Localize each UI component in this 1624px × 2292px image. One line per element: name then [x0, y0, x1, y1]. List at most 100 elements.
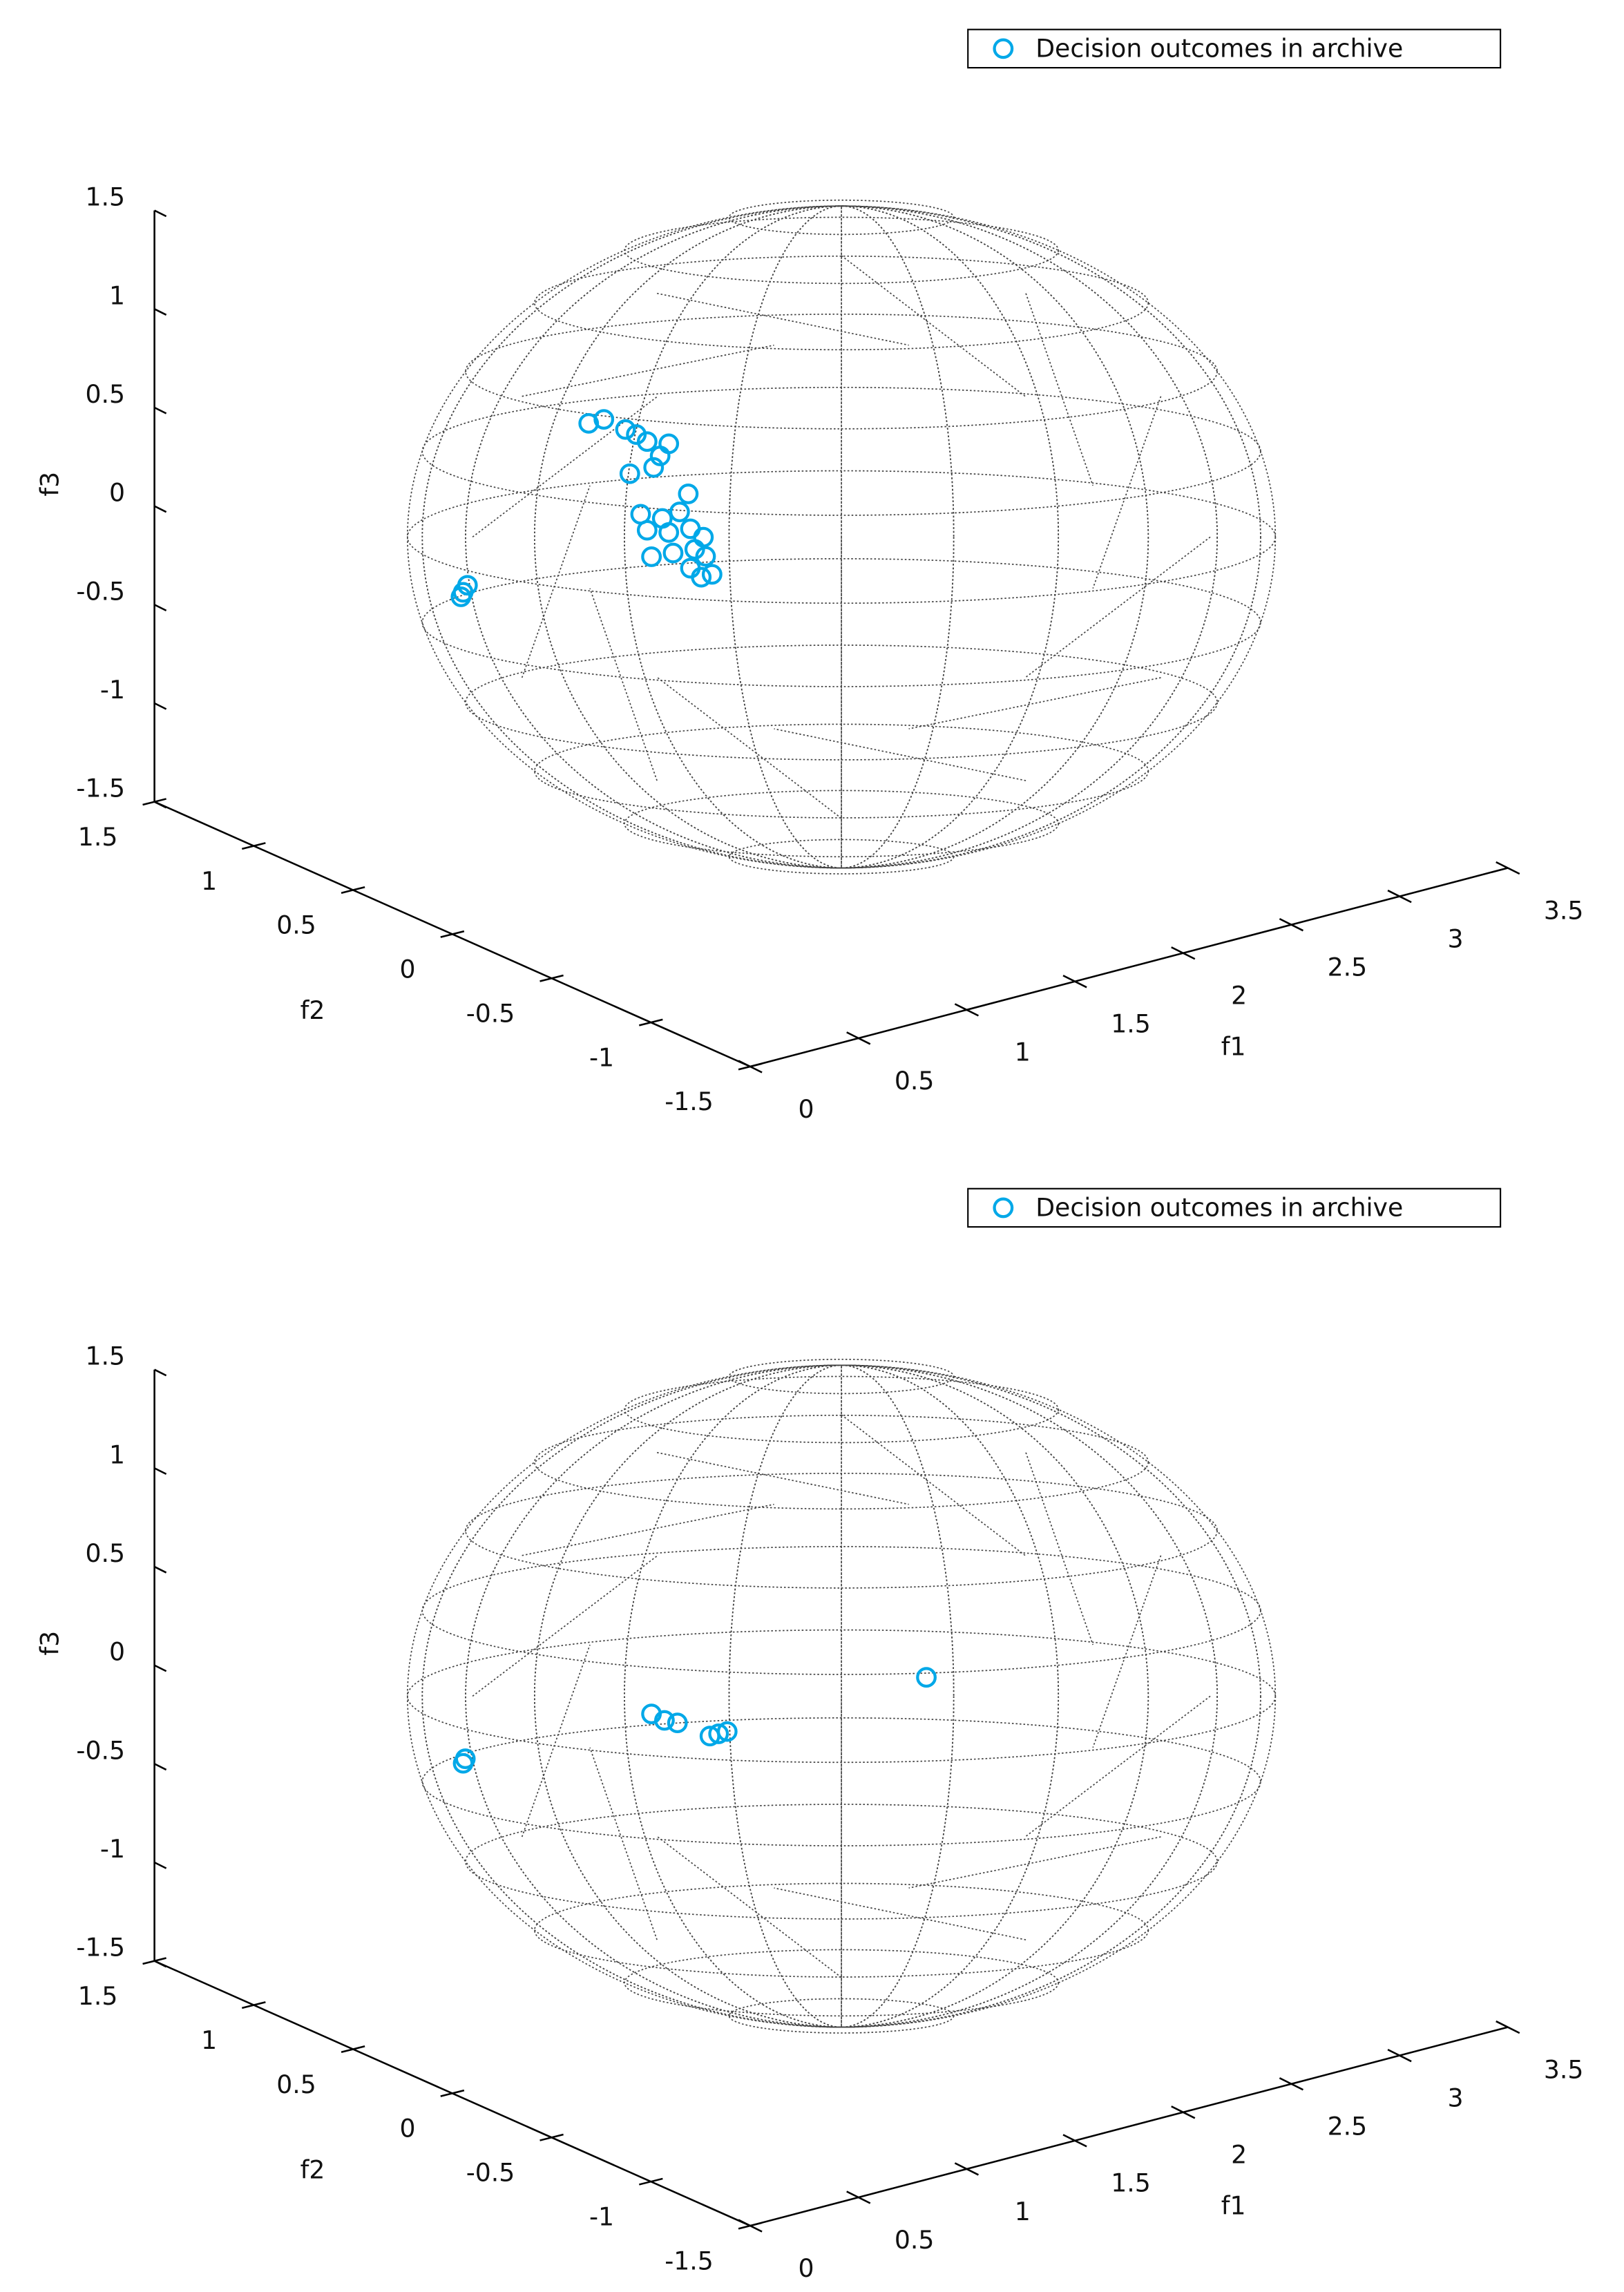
x-axis-label: f1	[1221, 1031, 1246, 1061]
surface-mesh	[1025, 1695, 1211, 1837]
z-tick	[154, 1861, 167, 1869]
data-point	[658, 522, 680, 543]
x-tick-label: 1	[1015, 2197, 1031, 2226]
surface-parallel	[624, 216, 1060, 285]
data-point	[716, 1721, 738, 1742]
data-point	[684, 539, 705, 560]
z-tick	[154, 702, 167, 710]
x-tick-label: 2	[1231, 2140, 1247, 2170]
y-tick	[341, 886, 365, 894]
x-tick	[954, 2162, 980, 2176]
surface-mesh	[656, 1451, 909, 1505]
x-tick-label: 3	[1448, 924, 1464, 953]
x-tick	[1171, 946, 1196, 960]
x-tick-label: 0	[798, 2253, 814, 2283]
y-tick	[241, 2001, 266, 2009]
surface-mesh	[656, 292, 909, 346]
chart-panel: -1.5 -1 -0.5 0 0.5 1 1.5 -1.5 -1 -0.5 0 0.5 1 1.5 0 0.5…	[35, 1187, 1584, 2283]
surface-parallel	[728, 1358, 955, 1395]
surface-mesh	[774, 1887, 1026, 1940]
x-tick-label: 0.5	[895, 1066, 935, 1096]
z-tick	[154, 209, 167, 218]
y-tick	[142, 798, 166, 806]
x-axis	[749, 867, 1509, 1068]
surface-mesh	[472, 1555, 658, 1697]
z-tick-label: 0.5	[85, 1538, 125, 1568]
surface-meridian	[421, 1364, 1261, 2028]
z-tick	[154, 308, 167, 316]
legend-marker	[993, 38, 1014, 59]
x-tick-label: 3.5	[1544, 895, 1584, 925]
z-tick	[154, 505, 167, 513]
x-tick-label: 3	[1448, 2083, 1464, 2113]
x-tick	[738, 1060, 763, 1073]
surface-parallel	[421, 557, 1261, 687]
legend-marker	[993, 1197, 1014, 1219]
surface-parallel	[728, 839, 955, 875]
surface-mesh	[1025, 1452, 1093, 1645]
y-tick-label: 1	[201, 2025, 217, 2055]
surface-mesh	[1092, 396, 1162, 589]
data-point	[626, 424, 647, 445]
y-tick-label: -1.5	[665, 2246, 714, 2275]
z-tick	[154, 1960, 167, 1968]
y-tick	[440, 2089, 465, 2097]
z-tick	[154, 1664, 167, 1672]
chart-panel: -1.5 -1 -0.5 0 0.5 1 1.5 -1.5 -1 -0.5 0 0.5 1 1.5 0 0.5…	[35, 28, 1584, 1124]
surface-parallel	[465, 1473, 1218, 1589]
x-tick-label: 1	[1015, 1038, 1031, 1067]
surface-mesh	[1025, 536, 1211, 678]
surface-meridian	[465, 1364, 1218, 2028]
x-tick	[1279, 2077, 1304, 2091]
x-tick-label: 2.5	[1328, 953, 1368, 982]
surface-mesh	[472, 396, 658, 538]
surface-meridian	[728, 205, 955, 869]
legend-box	[967, 1187, 1502, 1228]
z-tick-label: -0.5	[76, 576, 125, 606]
surface-mesh	[657, 1836, 842, 1978]
x-tick-label: 3.5	[1544, 2054, 1584, 2084]
data-point	[691, 566, 712, 588]
data-point	[708, 1723, 729, 1744]
legend-label: Decision outcomes in archive	[1035, 34, 1403, 64]
y-tick-label: 1	[201, 866, 217, 896]
x-tick	[738, 2219, 763, 2233]
y-tick	[539, 2133, 564, 2141]
y-tick-label: 0	[400, 2114, 416, 2143]
y-tick	[539, 974, 564, 982]
surface-parallel	[624, 1375, 1060, 1444]
data-point	[916, 1667, 937, 1688]
x-tick	[1062, 975, 1087, 989]
x-tick	[1387, 2048, 1412, 2063]
y-tick	[638, 1018, 663, 1026]
y-tick-label: -1	[589, 2202, 614, 2231]
surface-mesh	[908, 1836, 1161, 1889]
x-tick	[1496, 2020, 1520, 2034]
surface-mesh	[521, 1644, 591, 1837]
surface-mesh	[774, 728, 1026, 781]
data-point	[593, 409, 615, 430]
surface-parallel	[421, 386, 1261, 516]
z-tick-label: 1.5	[85, 182, 125, 212]
y-tick	[341, 2045, 365, 2054]
z-tick	[154, 1368, 167, 1377]
x-tick	[1496, 861, 1520, 875]
surface-mesh	[589, 1747, 658, 1940]
x-tick-label: 2	[1231, 981, 1247, 1011]
x-tick	[1171, 2105, 1196, 2119]
z-tick-label: -1	[100, 675, 125, 705]
data-point	[695, 546, 716, 567]
z-tick-label: -0.5	[76, 1735, 125, 1765]
z-tick	[154, 406, 167, 414]
z-tick-label: -1.5	[76, 1933, 125, 1962]
z-tick	[154, 1565, 167, 1574]
data-point	[667, 1712, 688, 1734]
surface-mesh	[841, 255, 1026, 397]
data-point	[680, 518, 701, 539]
z-tick-label: -1.5	[76, 774, 125, 803]
x-tick	[1387, 889, 1412, 904]
data-point	[678, 484, 699, 504]
y-tick	[241, 842, 266, 850]
data-point	[450, 586, 472, 607]
surface-mesh	[1025, 293, 1093, 486]
